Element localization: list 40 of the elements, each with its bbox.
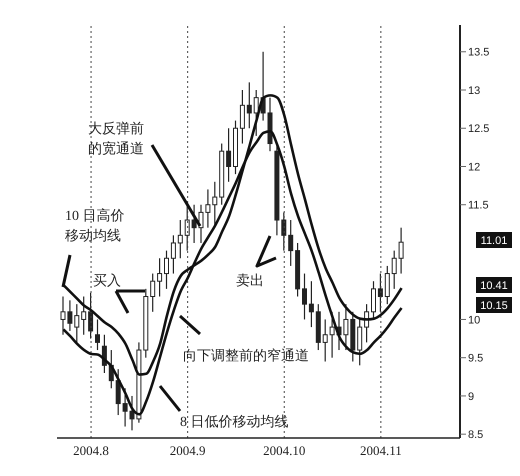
candlestick (67, 300, 72, 332)
text: 11.01 (480, 235, 508, 247)
candlestick (398, 227, 404, 274)
candlestick (95, 318, 100, 351)
y-tick-label: 9.5 (468, 352, 484, 365)
y-tick-label: 10 (468, 314, 480, 326)
candlestick (371, 280, 376, 320)
y-tick-label: 13 (468, 84, 480, 97)
x-tick-label: 2004.10 (263, 443, 306, 458)
candlestick (60, 296, 66, 336)
candlestick (343, 304, 348, 351)
x-tick-label: 2004.11 (360, 443, 402, 458)
x-tick-label: 2004.9 (170, 443, 206, 458)
candlestick (308, 280, 314, 328)
text: 10.41 (480, 280, 508, 292)
annotation: 买入 (93, 273, 121, 289)
candlestick (205, 188, 210, 228)
y-tick-label: 8.5 (468, 429, 484, 442)
y-tick-label: 12 (468, 161, 480, 174)
candlestick (192, 204, 197, 244)
y-tick-label: 13.5 (468, 46, 490, 59)
annotation: 卖出 (236, 273, 264, 289)
candlestick (170, 234, 176, 274)
annotation: 10 日高价移动均线 (65, 208, 124, 244)
candlestick (226, 128, 232, 182)
candlestick (164, 250, 169, 290)
y-tick-label: 11.5 (468, 200, 489, 212)
annotation: 向下调整前的窄通道 (183, 348, 309, 364)
candlestick (378, 272, 383, 312)
y-tick-label: 9 (468, 390, 474, 403)
text: 10.15 (480, 300, 508, 312)
y-tick-label: 12.5 (468, 123, 490, 136)
annotation: 大反弹前的宽通道 (88, 121, 144, 157)
annotation: 8 日低价移动均线 (180, 414, 288, 430)
candlestick (302, 272, 307, 320)
candlestick (240, 89, 245, 144)
candlestick (122, 388, 128, 428)
candlestick (130, 395, 134, 431)
x-tick-label: 2004.8 (73, 443, 109, 458)
candlestick (157, 258, 162, 298)
